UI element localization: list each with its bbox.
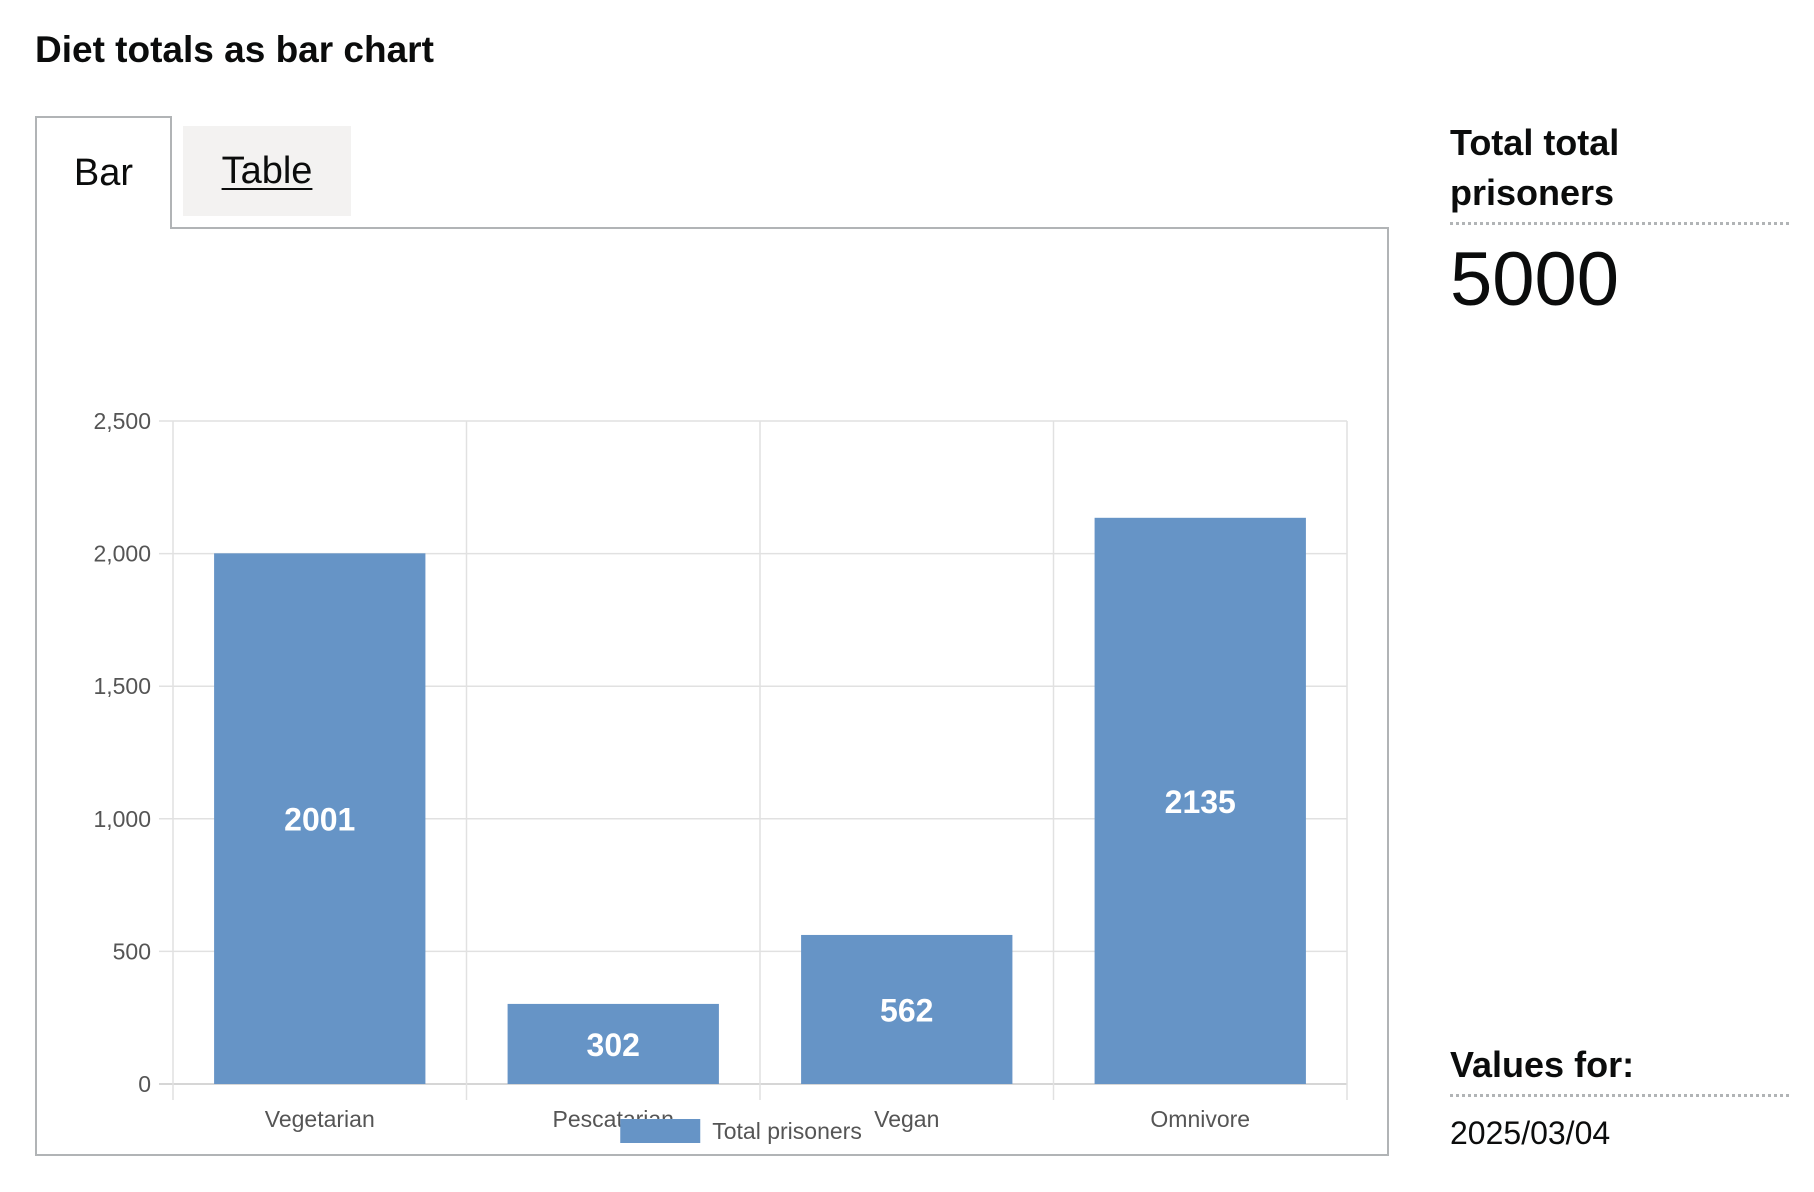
chart-tabs: Bar Table 0 500 1,000 1,500 2,000 2,500 2001 Ve…: [35, 116, 1389, 1156]
bar-data-label: 2135: [1165, 784, 1236, 820]
y-tick-label: 1,000: [93, 806, 151, 832]
bar-omnivore: [1094, 517, 1306, 1084]
bar-vegan: [801, 934, 1013, 1084]
values-for-date: 2025/03/04: [1450, 1115, 1611, 1151]
values-for-heading: Values for:: [1450, 1040, 1789, 1097]
y-tick-label: 2,500: [93, 408, 151, 434]
bar-pescatarian: [507, 1003, 719, 1084]
x-category-label: Omnivore: [1150, 1106, 1250, 1132]
legend-swatch: [620, 1119, 701, 1143]
bar-chart-panel: 0 500 1,000 1,500 2,000 2,500 2001 Vegetarian 30…: [35, 227, 1389, 1156]
total-heading: Total total prisoners: [1450, 118, 1789, 225]
x-category-label: Vegetarian: [265, 1106, 375, 1132]
page-title: Diet totals as bar chart: [35, 29, 434, 70]
x-category-label: Vegan: [874, 1106, 939, 1132]
values-for-summary: Values for: 2025/03/04: [1450, 1040, 1789, 1153]
y-tick-label: 500: [113, 938, 151, 964]
y-tick-label: 2,000: [93, 541, 151, 567]
total-summary: Total total prisoners 5000: [1450, 118, 1789, 325]
bar-data-label: 562: [880, 992, 933, 1028]
tab-bar[interactable]: Bar: [35, 116, 172, 229]
legend-label: Total prisoners: [712, 1118, 862, 1144]
y-tick-label: 1,500: [93, 673, 151, 699]
bar-data-label: 302: [587, 1027, 640, 1063]
bar-vegetarian: [214, 553, 426, 1084]
tab-table[interactable]: Table: [183, 126, 351, 216]
total-value: 5000: [1450, 237, 1620, 322]
bar-chart: 0 500 1,000 1,500 2,000 2,500 2001 Vegetarian 30…: [93, 408, 1348, 1144]
bar-data-label: 2001: [284, 802, 355, 838]
y-tick-label: 0: [138, 1071, 151, 1097]
